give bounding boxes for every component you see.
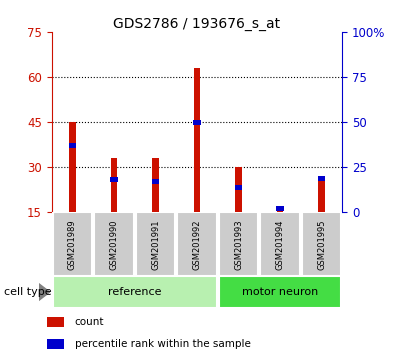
FancyBboxPatch shape — [219, 276, 341, 308]
Text: count: count — [75, 317, 104, 327]
Text: GSM201992: GSM201992 — [193, 219, 201, 269]
Text: GSM201993: GSM201993 — [234, 219, 243, 270]
Bar — [235, 184, 242, 190]
Bar — [276, 206, 284, 211]
Bar — [193, 120, 201, 125]
Bar — [110, 177, 118, 182]
FancyBboxPatch shape — [136, 212, 176, 276]
FancyBboxPatch shape — [219, 212, 258, 276]
Bar — [152, 158, 159, 212]
Bar — [318, 176, 325, 181]
Text: motor neuron: motor neuron — [242, 287, 318, 297]
Title: GDS2786 / 193676_s_at: GDS2786 / 193676_s_at — [113, 17, 281, 31]
Text: GSM201995: GSM201995 — [317, 219, 326, 269]
FancyBboxPatch shape — [53, 212, 92, 276]
FancyBboxPatch shape — [260, 212, 300, 276]
FancyBboxPatch shape — [94, 212, 134, 276]
FancyBboxPatch shape — [177, 212, 217, 276]
Text: reference: reference — [108, 287, 162, 297]
Bar — [47, 339, 64, 349]
Polygon shape — [39, 284, 50, 301]
Text: percentile rank within the sample: percentile rank within the sample — [75, 339, 251, 349]
Bar — [152, 179, 159, 184]
Bar — [69, 122, 76, 212]
Bar — [235, 167, 242, 212]
Bar — [111, 158, 117, 212]
Bar — [69, 143, 76, 148]
Bar — [194, 68, 200, 212]
Text: cell type: cell type — [4, 287, 52, 297]
Text: GSM201990: GSM201990 — [109, 219, 119, 269]
Bar — [277, 211, 283, 212]
Text: GSM201994: GSM201994 — [275, 219, 285, 269]
Text: GSM201989: GSM201989 — [68, 219, 77, 270]
Bar — [318, 176, 325, 212]
Text: GSM201991: GSM201991 — [151, 219, 160, 269]
FancyBboxPatch shape — [53, 276, 217, 308]
Bar — [47, 316, 64, 327]
FancyBboxPatch shape — [302, 212, 341, 276]
